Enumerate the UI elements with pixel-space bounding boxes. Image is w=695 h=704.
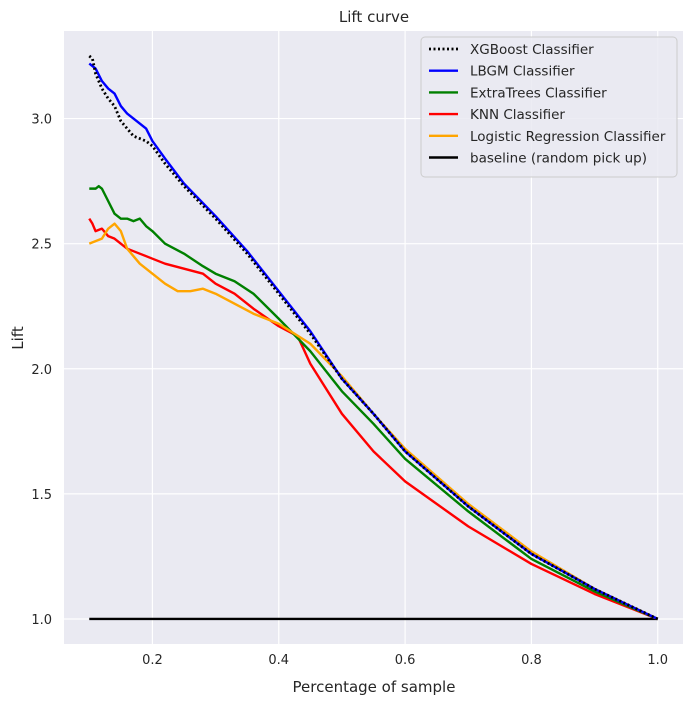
x-tick-label: 0.2 [142, 653, 163, 668]
y-tick-label: 1.5 [31, 488, 52, 503]
legend-label: Logistic Regression Classifier [470, 129, 666, 145]
series-line-4 [88, 222, 659, 621]
series-line-1 [88, 62, 659, 621]
legend-label: KNN Classifier [470, 107, 565, 123]
series-line-2 [89, 184, 659, 621]
x-tick-label: 1.0 [647, 653, 668, 668]
x-tick-label: 0.8 [521, 653, 542, 668]
x-tick-label: 0.4 [268, 653, 289, 668]
y-tick-label: 1.0 [31, 613, 52, 628]
x-tick-labels: 0.2 0.4 0.6 0.8 1.0 [142, 653, 668, 668]
y-axis-label: Lift [9, 326, 27, 350]
y-tick-labels: 1.0 1.5 2.0 2.5 3.0 [31, 113, 52, 628]
legend-label: LBGM Classifier [470, 64, 575, 80]
legend-frame [420, 36, 678, 178]
x-axis-label: Percentage of sample [293, 678, 456, 696]
x-tick-label: 0.6 [395, 653, 416, 668]
y-tick-label: 2.0 [31, 363, 52, 378]
series-line-0 [88, 54, 659, 621]
y-tick-label: 2.5 [31, 238, 52, 253]
chart-title: Lift curve [339, 8, 409, 26]
y-tick-label: 3.0 [31, 113, 52, 128]
series-line-3 [88, 218, 659, 621]
legend-label: ExtraTrees Classifier [470, 85, 607, 101]
legend-label: XGBoost Classifier [470, 42, 594, 58]
series-lines [88, 54, 659, 621]
legend: XGBoost Classifier LBGM Classifier ExtraTr… [420, 36, 678, 178]
legend-label: baseline (random pick up) [470, 151, 647, 167]
